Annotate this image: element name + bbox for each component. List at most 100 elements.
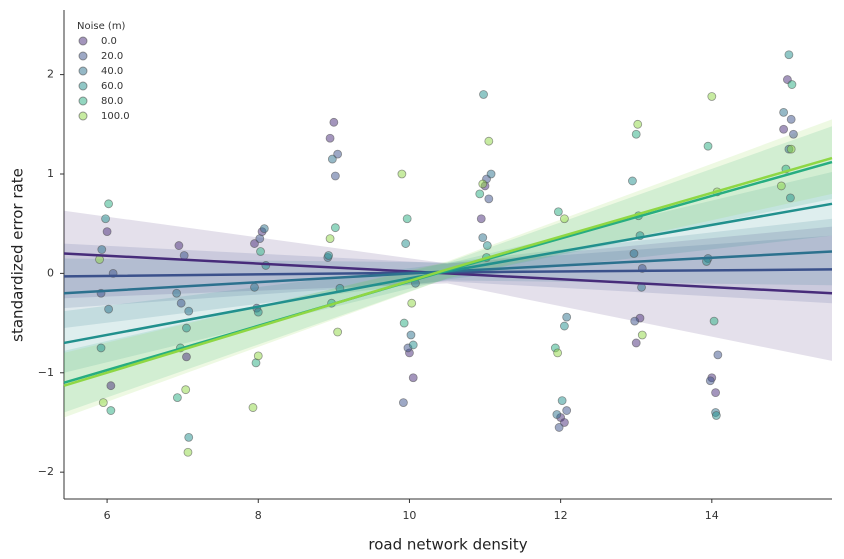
- data-point: [329, 117, 339, 127]
- data-point: [553, 348, 563, 358]
- data-point: [324, 251, 333, 260]
- data-point: [786, 144, 796, 154]
- data-point: [402, 214, 412, 224]
- data-point: [776, 181, 786, 191]
- data-point: [333, 327, 343, 337]
- data-point: [253, 307, 263, 317]
- legend-marker: [78, 36, 88, 46]
- y-tick-label: 1: [47, 167, 54, 180]
- y-axis-label: standardized error rate: [9, 168, 27, 342]
- data-point: [713, 350, 723, 360]
- data-point: [104, 304, 113, 314]
- data-point: [101, 214, 110, 224]
- legend-marker: [78, 66, 88, 76]
- data-point: [259, 224, 269, 234]
- data-point: [330, 223, 340, 233]
- data-point: [172, 393, 182, 403]
- data-point: [333, 149, 343, 159]
- data-point: [631, 129, 641, 139]
- data-point: [325, 234, 335, 243]
- data-point: [256, 247, 265, 256]
- legend-label: 100.0: [101, 111, 130, 122]
- data-point: [182, 323, 191, 333]
- legend-marker: [78, 81, 88, 91]
- data-point: [554, 423, 564, 432]
- data-point: [172, 288, 182, 298]
- data-point: [789, 129, 798, 139]
- data-point: [182, 352, 191, 362]
- data-point: [631, 338, 641, 348]
- regression-line: [63, 156, 833, 387]
- data-point: [98, 398, 108, 407]
- data-point: [174, 241, 184, 250]
- data-point: [399, 398, 408, 407]
- legend-marker: [78, 96, 88, 106]
- data-point: [97, 245, 107, 254]
- y-tick-label: −1: [38, 366, 54, 379]
- data-point: [104, 199, 113, 209]
- data-point: [709, 316, 719, 326]
- data-point: [779, 107, 789, 117]
- x-axis-label: road network density: [368, 536, 527, 554]
- data-point: [628, 176, 637, 186]
- legend-label: 20.0: [101, 51, 123, 62]
- data-point: [779, 124, 789, 134]
- data-point: [184, 306, 194, 316]
- data-point: [253, 351, 263, 361]
- data-point: [475, 189, 485, 199]
- x-tick-label: 8: [255, 509, 262, 522]
- data-point: [633, 119, 643, 129]
- legend-title: Noise (m): [77, 21, 126, 32]
- data-point: [250, 239, 259, 248]
- data-point: [479, 90, 488, 99]
- data-point: [711, 388, 720, 398]
- data-point: [176, 298, 186, 308]
- y-tick-label: −2: [38, 465, 54, 478]
- legend-label: 80.0: [101, 96, 123, 107]
- data-point: [637, 330, 647, 340]
- data-point: [408, 373, 418, 383]
- data-point: [476, 214, 486, 224]
- data-point: [183, 447, 193, 457]
- data-point: [407, 298, 417, 308]
- data-point: [482, 241, 492, 250]
- x-tick-label: 6: [104, 509, 111, 522]
- data-point: [327, 154, 337, 164]
- data-point: [557, 396, 567, 406]
- data-point: [184, 432, 194, 442]
- data-point: [250, 282, 259, 292]
- data-point: [630, 316, 640, 326]
- y-tick-label: 2: [47, 68, 54, 81]
- legend-marker: [78, 111, 88, 121]
- data-point: [784, 50, 794, 60]
- data-point: [248, 403, 258, 412]
- data-point: [786, 114, 796, 124]
- data-point: [562, 312, 572, 322]
- data-point: [96, 343, 106, 353]
- confidence-band: [64, 210, 832, 361]
- data-point: [703, 141, 713, 151]
- data-point: [486, 169, 496, 179]
- x-tick-label: 12: [554, 509, 568, 522]
- x-tick-label: 10: [402, 509, 416, 522]
- data-point: [553, 207, 563, 217]
- data-point: [401, 239, 411, 248]
- data-point: [705, 376, 715, 386]
- data-point: [478, 179, 488, 189]
- data-point: [707, 92, 717, 101]
- data-point: [711, 411, 721, 420]
- legend-label: 0.0: [101, 36, 117, 47]
- data-point: [484, 194, 494, 204]
- data-point: [629, 249, 639, 258]
- data-point: [406, 330, 416, 340]
- data-point: [562, 406, 572, 415]
- data-point: [478, 233, 488, 243]
- data-point: [786, 193, 795, 203]
- x-tick-label: 14: [705, 509, 719, 522]
- data-point: [106, 381, 116, 391]
- data-point: [102, 227, 112, 237]
- data-point: [179, 251, 189, 260]
- data-point: [255, 234, 265, 243]
- data-point: [560, 214, 569, 224]
